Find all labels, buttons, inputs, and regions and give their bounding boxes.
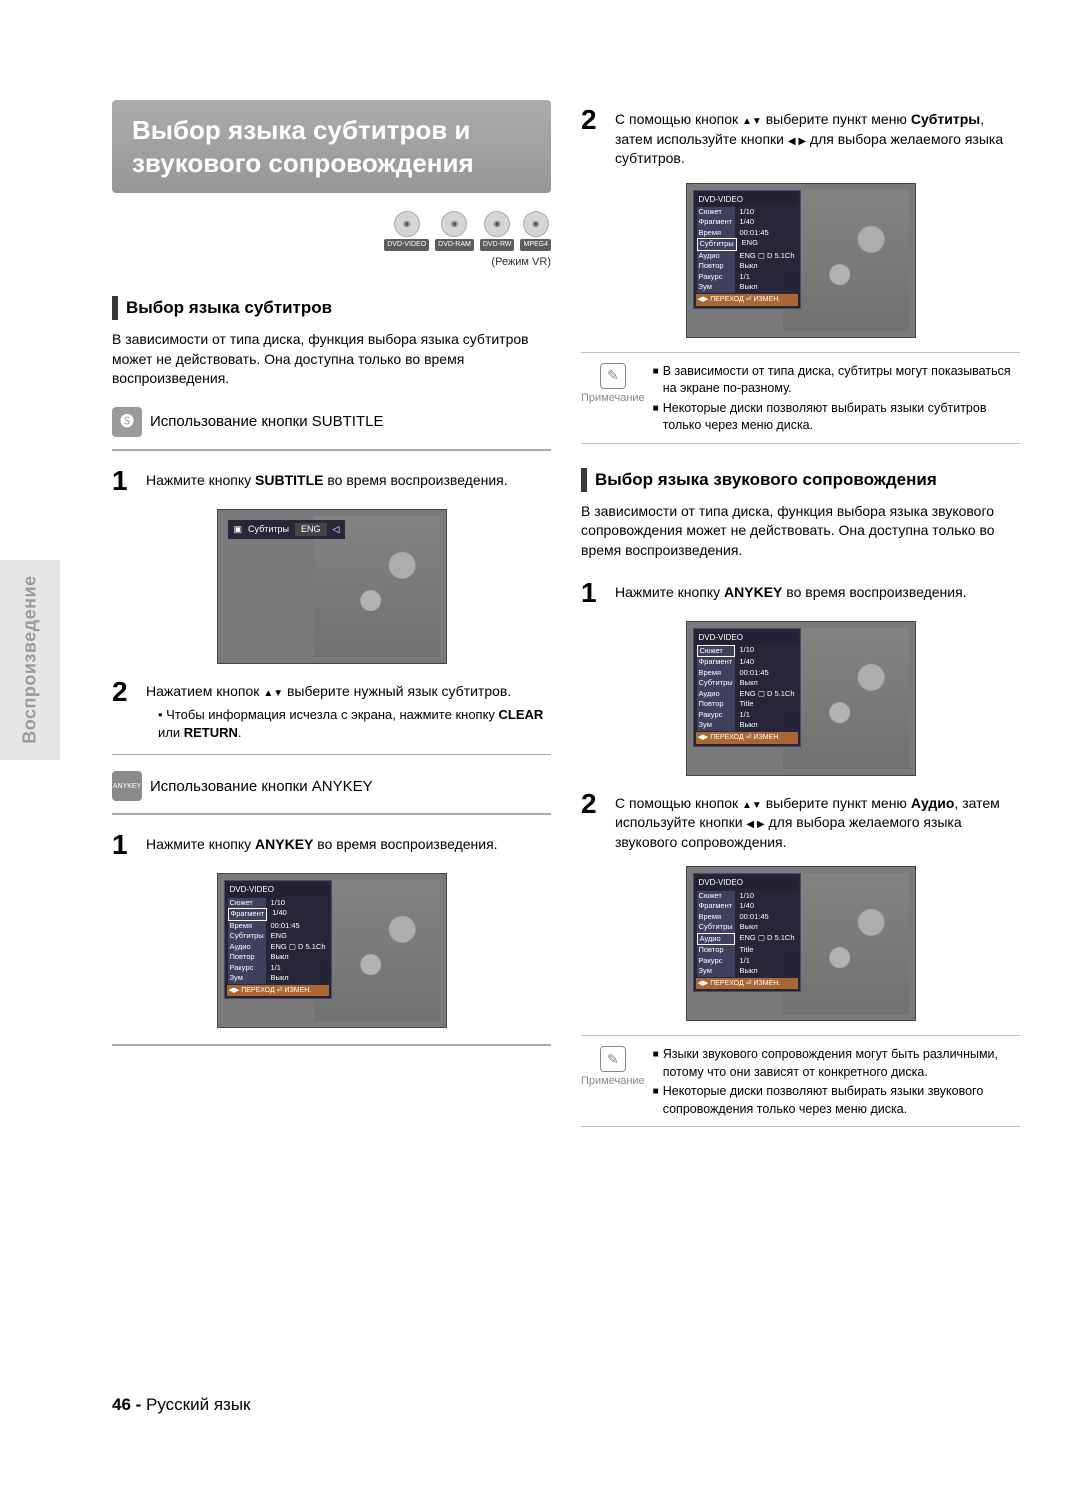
right-top-step2: 2 С помощью кнопок ▲▼ выберите пункт мен… xyxy=(581,106,1020,169)
audio-step-2: 2 С помощью кнопок ▲▼ выберите пункт мен… xyxy=(581,790,1020,853)
disc-chip: ◉MPEG4 xyxy=(520,211,551,251)
screenshot-subtitle-strip: ▣ Субтитры ENG ◁ xyxy=(217,509,447,664)
note-2: ✎ Примечание ■Языки звукового сопровожде… xyxy=(581,1046,1020,1120)
subhead-subtitle-btn: 🅢 Использование кнопки SUBTITLE xyxy=(112,407,551,437)
anykey-icon: ANYKEY xyxy=(112,771,142,801)
note-1: ✎ Примечание ■В зависимости от типа диск… xyxy=(581,363,1020,437)
osd-menu: DVD-VIDEOСюжет1/10Фрагмент1/40Время00:01… xyxy=(693,628,801,747)
subtitle-icon: 🅢 xyxy=(112,407,142,437)
osd-menu: DVD-VIDEOСюжет1/10Фрагмент1/40Время00:01… xyxy=(693,873,801,992)
screenshot-right-2: DVD-VIDEOСюжет1/10Фрагмент1/40Время00:01… xyxy=(686,621,916,776)
screenshot-right-1: DVD-VIDEOСюжет1/10Фрагмент1/40Время00:01… xyxy=(686,183,916,338)
mode-note: (Режим VR) xyxy=(112,255,551,270)
side-tab: Воспроизведение xyxy=(0,560,60,760)
screenshot-anykey-left: DVD-VIDEOСюжет1/10Фрагмент1/40Время00:01… xyxy=(217,873,447,1028)
disc-chip: ◉DVD-VIDEO xyxy=(384,211,429,251)
side-tab-label: Воспроизведение xyxy=(17,576,42,744)
section-para: В зависимости от типа диска, функция выб… xyxy=(581,502,1020,561)
osd-menu: DVD-VIDEOСюжет1/10Фрагмент1/40Время00:01… xyxy=(224,880,332,999)
title-block: Выбор языка субтитров и звукового сопров… xyxy=(112,100,551,193)
disc-icons: ◉DVD-VIDEO ◉DVD-RAM ◉DVD-RW ◉MPEG4 xyxy=(112,211,551,251)
note-icon: ✎ xyxy=(600,1046,626,1072)
note-icon: ✎ xyxy=(600,363,626,389)
disc-chip: ◉DVD-RW xyxy=(480,211,515,251)
anykey-step-1: 1 Нажмите кнопку ANYKEY во время воспрои… xyxy=(112,831,551,859)
section-para: В зависимости от типа диска, функция выб… xyxy=(112,330,551,389)
screenshot-right-3: DVD-VIDEOСюжет1/10Фрагмент1/40Время00:01… xyxy=(686,866,916,1021)
subhead-anykey: ANYKEY Использование кнопки ANYKEY xyxy=(112,771,551,801)
step-2: 2 Нажатием кнопок ▲▼ выберите нужный язы… xyxy=(112,678,551,742)
right-column: 2 С помощью кнопок ▲▼ выберите пункт мен… xyxy=(581,100,1020,1427)
left-column: Выбор языка субтитров и звукового сопров… xyxy=(112,100,551,1427)
disc-chip: ◉DVD-RAM xyxy=(435,211,474,251)
page-footer: 46 - Русский язык xyxy=(112,1393,251,1417)
audio-step-1: 1 Нажмите кнопку ANYKEY во время воспрои… xyxy=(581,579,1020,607)
step-1: 1 Нажмите кнопку SUBTITLE во время воспр… xyxy=(112,467,551,495)
page-title: Выбор языка субтитров и звукового сопров… xyxy=(132,114,531,179)
osd-menu: DVD-VIDEOСюжет1/10Фрагмент1/40Время00:01… xyxy=(693,190,801,309)
section-subtitle-header: Выбор языка субтитров xyxy=(112,296,551,320)
section-audio-header: Выбор языка звукового сопровождения xyxy=(581,468,1020,492)
